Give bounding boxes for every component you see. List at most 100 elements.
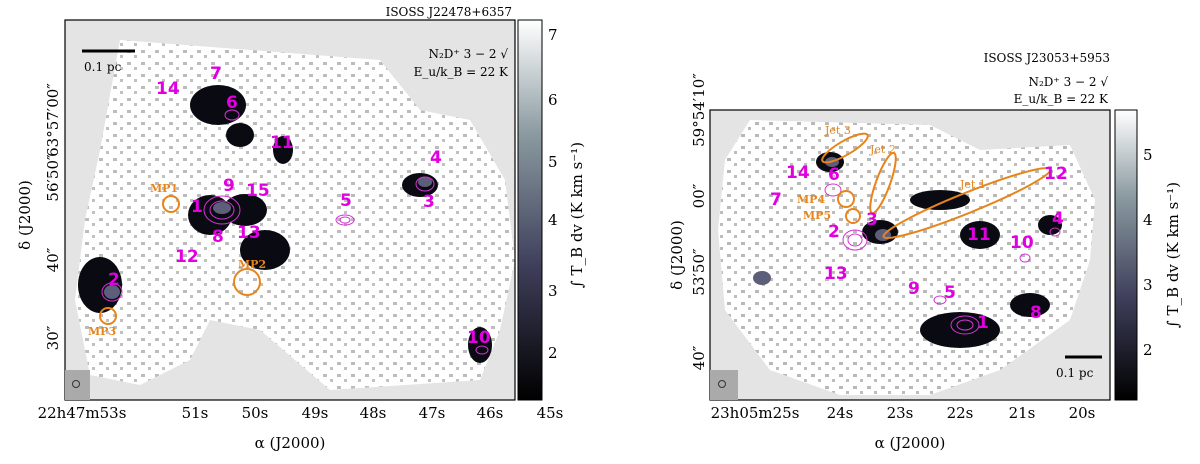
left-xtick: 48s: [360, 404, 387, 422]
left-ylabel: δ (J2000): [16, 180, 34, 250]
right-cbtick: 2: [1143, 341, 1153, 359]
left-cbtick: 4: [548, 211, 558, 229]
right-xtick: 21s: [1009, 404, 1036, 422]
left-beam-box: [65, 370, 90, 400]
left-xtick: 47s: [419, 404, 446, 422]
left-energy: E_u/k_B = 22 K: [414, 65, 509, 79]
left-beam-icon: [72, 380, 80, 388]
left-source-label: 12: [175, 247, 199, 267]
right-map-panel: Jet 1 Jet 2 Jet 3 0.1 pc ISOSS J23053+59…: [668, 51, 1182, 452]
right-ytick: 00″: [690, 183, 708, 208]
mp3-circle: [99, 307, 117, 325]
right-contours: [824, 183, 1061, 335]
left-cbtick: 3: [548, 282, 558, 300]
jet3-label: Jet 3: [824, 124, 851, 137]
left-ytick: 40″: [44, 247, 62, 272]
left-ytick: 63°57′00″: [44, 83, 62, 157]
right-source-label: 12: [1044, 164, 1068, 184]
left-contours: [101, 109, 489, 355]
right-x-ticks: 23h05m25s 24s 23s 22s 21s 20s: [711, 404, 1096, 422]
right-colorbar-ticks: 2 3 4 5: [1143, 146, 1153, 359]
right-source-label: 5: [944, 283, 956, 303]
right-colorbar: [1114, 109, 1138, 401]
right-xtick: 20s: [1069, 404, 1096, 422]
right-beam-icon: [718, 380, 726, 388]
left-x-ticks: 22h47m53s 51s 50s 49s 48s 47s 46s 45s: [38, 404, 564, 422]
right-source-labels: 1 2 3 4 5 6 7 8 9 10 11 12 13 14: [770, 163, 1068, 333]
left-y-ticks: 63°57′00″ 56′50″ 40″ 30″: [44, 83, 62, 351]
left-cbtick: 7: [548, 26, 558, 44]
left-cbtick: 5: [548, 153, 558, 171]
right-noise-pixels: [718, 120, 1095, 395]
right-ytick: 40″: [690, 345, 708, 370]
right-ytick: 53′50″: [690, 248, 708, 296]
left-scale-label: 0.1 pc: [84, 60, 122, 74]
left-xtick: 51s: [182, 404, 209, 422]
mp5-label: MP5: [803, 209, 831, 222]
left-line-name: N₂D⁺ 3 − 2 √: [429, 47, 509, 61]
right-jets: [821, 132, 1052, 239]
right-source-label: 3: [866, 210, 878, 230]
right-xtick: 22s: [947, 404, 974, 422]
left-source-label: 2: [108, 270, 120, 290]
right-source-label: 13: [824, 264, 848, 284]
left-xtick: 49s: [302, 404, 329, 422]
right-y-ticks: 59°54′10″ 00″ 53′50″ 40″: [690, 73, 708, 371]
left-source-label: 11: [270, 133, 294, 153]
right-cbtick: 4: [1143, 211, 1153, 229]
mp5-circle: [845, 208, 861, 224]
left-source-label: 15: [246, 181, 270, 201]
right-source-label: 4: [1052, 209, 1064, 229]
right-cbtick: 5: [1143, 146, 1153, 164]
left-title: ISOSS J22478+6357: [386, 5, 512, 19]
mp2-circle: [233, 268, 261, 296]
left-source-label: 1: [191, 197, 203, 217]
left-xlabel: α (J2000): [255, 434, 326, 452]
jet2-ellipse: [869, 151, 897, 215]
left-emission-peaks: [104, 177, 432, 299]
left-colorbar: [517, 19, 543, 401]
right-ytick: 59°54′10″: [690, 73, 708, 147]
mp1-label: MP1: [150, 182, 178, 195]
right-beam-box: [710, 370, 738, 400]
left-xtick: 22h47m53s: [38, 404, 127, 422]
right-energy: E_u/k_B = 22 K: [1014, 92, 1109, 106]
right-title: ISOSS J23053+5953: [984, 51, 1110, 65]
right-colorbar-label: ∫ T_B dv (K km s⁻¹): [1164, 182, 1182, 328]
jet1-ellipse: [882, 167, 1052, 239]
right-source-label: 6: [828, 165, 840, 185]
right-mp-markers: MP4 MP5: [797, 190, 861, 224]
left-source-label: 8: [212, 227, 224, 247]
left-mp-markers: MP1 MP2 MP3: [88, 182, 266, 338]
left-xtick: 45s: [537, 404, 564, 422]
left-emission-clumps: [78, 85, 492, 363]
left-source-label: 14: [156, 79, 180, 99]
left-source-label: 13: [237, 223, 261, 243]
left-source-label: 6: [226, 93, 238, 113]
right-source-label: 7: [770, 190, 782, 210]
right-xlabel: α (J2000): [875, 434, 946, 452]
mp4-circle: [837, 190, 855, 208]
jet1-label: Jet 1: [959, 178, 986, 191]
mp4-label: MP4: [797, 193, 825, 206]
left-source-label: 7: [210, 64, 222, 84]
mp2-label: MP2: [238, 258, 266, 271]
right-source-label: 2: [828, 222, 840, 242]
right-source-label: 9: [908, 279, 920, 299]
mp1-circle: [162, 195, 180, 213]
left-colorbar-label: ∫ T_B dv (K km s⁻¹): [568, 142, 586, 288]
left-source-label: 4: [430, 148, 442, 168]
left-cbtick: 2: [548, 344, 558, 362]
right-source-label: 14: [786, 163, 810, 183]
jet2-label: Jet 2: [869, 143, 896, 156]
left-colorbar-ticks: 2 3 4 5 6 7: [548, 26, 558, 362]
left-map-panel: 0.1 pc ISOSS J22478+6357 N₂D⁺ 3 − 2 √ E_…: [16, 5, 586, 452]
left-xtick: 50s: [242, 404, 269, 422]
right-source-label: 1: [977, 313, 989, 333]
jet3-ellipse: [821, 132, 869, 164]
right-xtick: 23s: [887, 404, 914, 422]
right-xtick: 23h05m25s: [711, 404, 800, 422]
right-source-label: 8: [1030, 303, 1042, 323]
left-cbtick: 6: [548, 91, 558, 109]
left-source-label: 5: [340, 191, 352, 211]
